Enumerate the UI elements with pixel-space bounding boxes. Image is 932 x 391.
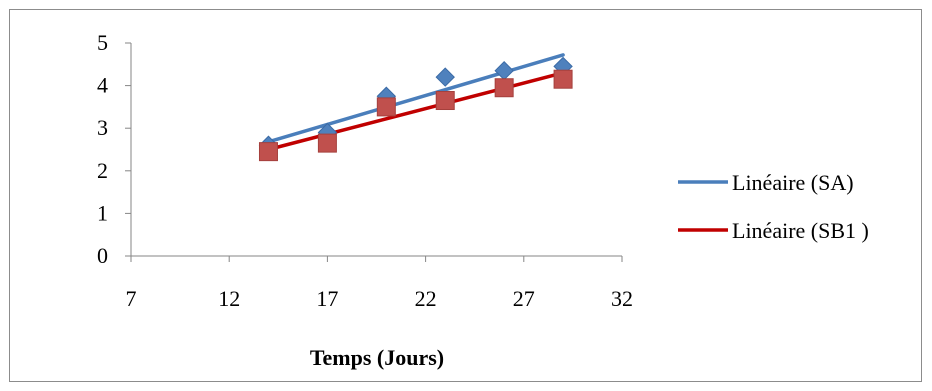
data-point-sb1 [376,97,396,117]
trendline-sb1 [266,71,565,152]
x-tick-label: 17 [316,286,338,311]
data-point-sa [435,67,455,87]
x-axis-label: Temps (Jours) [310,345,444,370]
x-tick-label: 27 [513,286,535,311]
legend-label-sa: Linéaire (SA) [732,170,854,195]
legend: Linéaire (SA) Linéaire (SB1 ) [678,170,869,243]
y-tick-label: 1 [97,200,108,225]
y-tick-label: 3 [97,115,108,140]
legend-label-sb1: Linéaire (SB1 ) [732,218,869,243]
x-tick-label: 32 [611,286,633,311]
axes [125,42,623,262]
trendline-sa [266,53,565,144]
y-tick-label: 0 [97,243,108,268]
x-tick-label: 22 [415,286,437,311]
data-point-sb1 [553,69,573,89]
y-tick-label: 5 [97,30,108,55]
chart-frame: 0 1 2 3 4 5 7 12 17 22 27 32 Temps (Jours) Linéaire… [9,9,922,382]
data-point-sb1 [435,91,455,111]
x-tick-label: 7 [126,286,137,311]
y-tick-label: 2 [97,158,108,183]
trendlines [266,53,565,152]
x-tick-label: 12 [218,286,240,311]
y-tick-label: 4 [97,73,108,98]
data-point-sb1 [317,133,337,153]
data-point-sa [494,60,514,81]
data-points [258,56,573,162]
data-point-sb1 [258,142,278,162]
data-point-sb1 [494,78,514,98]
